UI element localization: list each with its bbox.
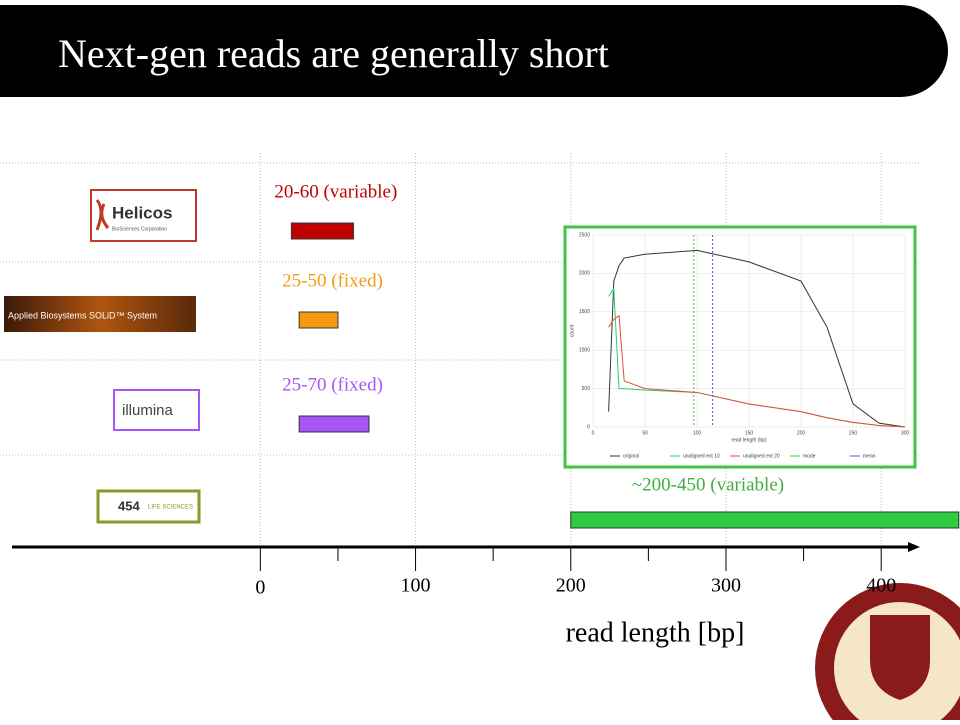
x-tick-label: 400 [866, 575, 896, 597]
logo-text: Applied Biosystems SOLiD™ System [8, 310, 157, 320]
range-bar [570, 511, 960, 529]
inset-frame [563, 225, 917, 469]
x-axis-label: read length [bp] [566, 617, 745, 648]
logo-icon [95, 199, 110, 231]
legend-label: mean [863, 453, 876, 459]
title-bar [0, 5, 948, 97]
logo-frame [4, 296, 196, 332]
title: Next-gen reads are generally short [58, 31, 609, 76]
inset-x-tick: 300 [901, 430, 910, 436]
logo-text: Helicos [112, 203, 172, 222]
seal-shield [870, 615, 930, 700]
inset-x-tick: 150 [745, 430, 754, 436]
range-bar [298, 311, 339, 329]
logo-frame [90, 189, 197, 242]
x-tick-label: 100 [401, 575, 431, 597]
inset-y-tick: 0 [587, 424, 590, 430]
x-axis-arrow [908, 542, 920, 552]
inset-y-tick: 1500 [579, 309, 590, 315]
range-label: 20-60 (variable) [274, 181, 397, 202]
inset-y-label: count [569, 324, 575, 337]
logo-illumina: illumina [113, 389, 200, 431]
inset-y-tick: 500 [582, 386, 591, 392]
legend-label: unaligned ext 20 [743, 453, 780, 459]
logo-text: LIFE SCIENCES [148, 505, 193, 511]
logo-frame [113, 389, 200, 431]
inset-x-tick: 100 [693, 430, 702, 436]
inset-x-tick: 200 [797, 430, 806, 436]
inset-y-tick: 2500 [579, 232, 590, 238]
range-bar [298, 415, 370, 433]
x-tick-label: 0 [255, 577, 265, 599]
logo-text: illumina [122, 402, 174, 419]
range-label: ~200-450 (variable) [632, 474, 784, 495]
logo-text: BioSciences Corporation [112, 226, 167, 232]
legend-label: mode [803, 453, 816, 459]
x-tick-label: 300 [711, 575, 741, 597]
logo-text: 454 [118, 498, 140, 513]
inset-line [608, 249, 906, 428]
seal [815, 583, 960, 725]
inset-x-label: read length (bp) [731, 437, 767, 443]
inset-x-tick: 50 [642, 430, 648, 436]
logo-frame [96, 489, 201, 524]
range-label: 25-50 (fixed) [282, 270, 383, 291]
inset-y-tick: 1000 [579, 348, 590, 354]
range-label: 25-70 (fixed) [282, 374, 383, 395]
inset-line [608, 314, 906, 428]
logo-helicos: Helicos BioSciences Corporation [90, 189, 197, 242]
inset-y-tick: 2000 [579, 271, 590, 277]
logo-solid: Applied Biosystems SOLiD™ System [4, 296, 196, 332]
inset-x-tick: 0 [592, 430, 595, 436]
range-bar [290, 222, 354, 240]
logo-454: 454 LIFE SCIENCES [96, 489, 201, 524]
inset-x-tick: 250 [849, 430, 858, 436]
x-tick-label: 200 [556, 575, 586, 597]
legend-label: unaligned ext 10 [683, 453, 720, 459]
legend-label: original [623, 453, 639, 459]
